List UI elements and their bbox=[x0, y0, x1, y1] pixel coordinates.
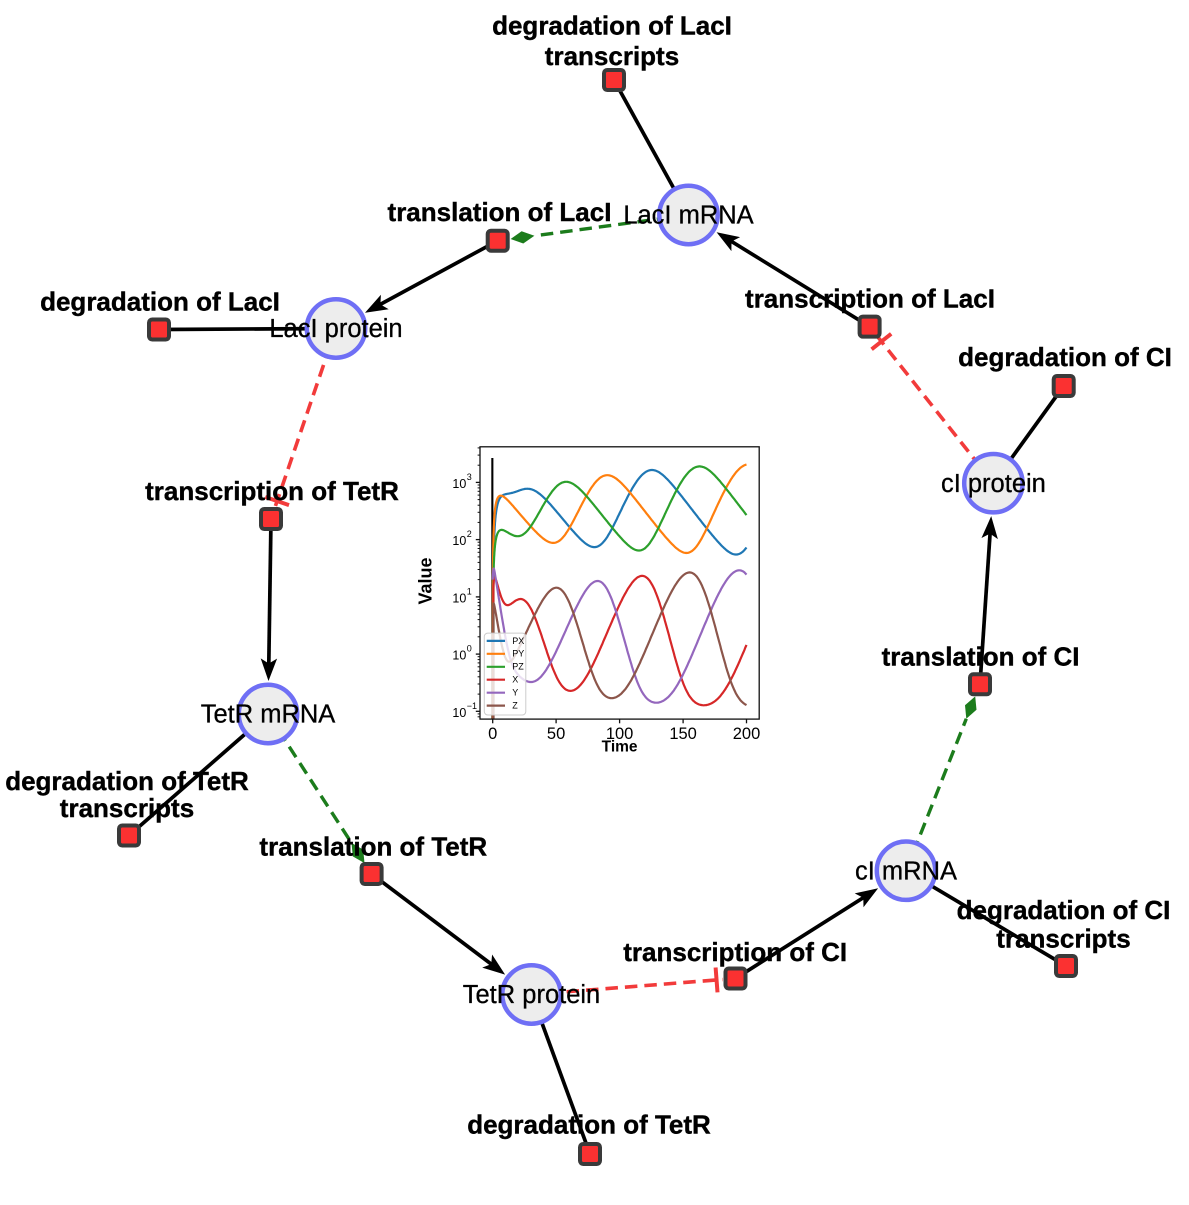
svg-text:PY: PY bbox=[512, 649, 524, 659]
svg-text:10: 10 bbox=[452, 649, 466, 663]
svg-text:−1: −1 bbox=[467, 701, 477, 711]
svg-text:LacI mRNA: LacI mRNA bbox=[623, 202, 753, 230]
svg-text:cI protein: cI protein bbox=[941, 470, 1046, 498]
svg-text:degradation of LacI: degradation of LacI bbox=[40, 287, 280, 317]
svg-text:translation of LacI: translation of LacI bbox=[388, 197, 612, 227]
svg-text:2: 2 bbox=[467, 529, 472, 539]
svg-text:TetR mRNA: TetR mRNA bbox=[201, 701, 336, 729]
svg-text:Time: Time bbox=[602, 739, 638, 756]
svg-text:degradation of CI: degradation of CI bbox=[957, 895, 1171, 925]
svg-text:translation of TetR: translation of TetR bbox=[259, 832, 487, 862]
svg-text:translation of CI: translation of CI bbox=[882, 642, 1080, 672]
svg-text:100: 100 bbox=[606, 725, 634, 743]
svg-text:Y: Y bbox=[512, 688, 518, 698]
svg-text:200: 200 bbox=[733, 725, 761, 743]
svg-text:cI mRNA: cI mRNA bbox=[855, 857, 957, 885]
svg-text:50: 50 bbox=[547, 725, 565, 743]
svg-text:0: 0 bbox=[467, 644, 472, 654]
svg-text:transcription of CI: transcription of CI bbox=[623, 937, 847, 967]
svg-text:degradation of CI: degradation of CI bbox=[958, 342, 1172, 372]
svg-text:10: 10 bbox=[452, 477, 466, 491]
svg-text:PX: PX bbox=[512, 636, 524, 646]
svg-text:0: 0 bbox=[488, 725, 497, 743]
svg-text:degradation of LacI: degradation of LacI bbox=[492, 11, 732, 41]
svg-text:transcription of TetR: transcription of TetR bbox=[145, 476, 399, 506]
svg-text:transcripts: transcripts bbox=[996, 924, 1130, 954]
svg-text:1: 1 bbox=[467, 586, 472, 596]
svg-text:TetR protein: TetR protein bbox=[463, 981, 601, 1009]
svg-text:PZ: PZ bbox=[512, 662, 524, 672]
svg-text:10: 10 bbox=[452, 591, 466, 605]
svg-text:X: X bbox=[512, 675, 518, 685]
svg-text:3: 3 bbox=[467, 472, 472, 482]
svg-text:Z: Z bbox=[512, 701, 518, 711]
svg-text:150: 150 bbox=[669, 725, 697, 743]
svg-text:transcription of LacI: transcription of LacI bbox=[745, 284, 995, 314]
svg-text:transcripts: transcripts bbox=[545, 41, 679, 71]
svg-text:transcripts: transcripts bbox=[60, 793, 194, 823]
svg-text:LacI protein: LacI protein bbox=[269, 315, 402, 343]
svg-text:10: 10 bbox=[452, 706, 466, 720]
svg-text:degradation of TetR: degradation of TetR bbox=[467, 1110, 711, 1140]
svg-text:10: 10 bbox=[452, 534, 466, 548]
svg-text:degradation of TetR: degradation of TetR bbox=[5, 766, 249, 796]
svg-text:Value: Value bbox=[416, 557, 436, 604]
